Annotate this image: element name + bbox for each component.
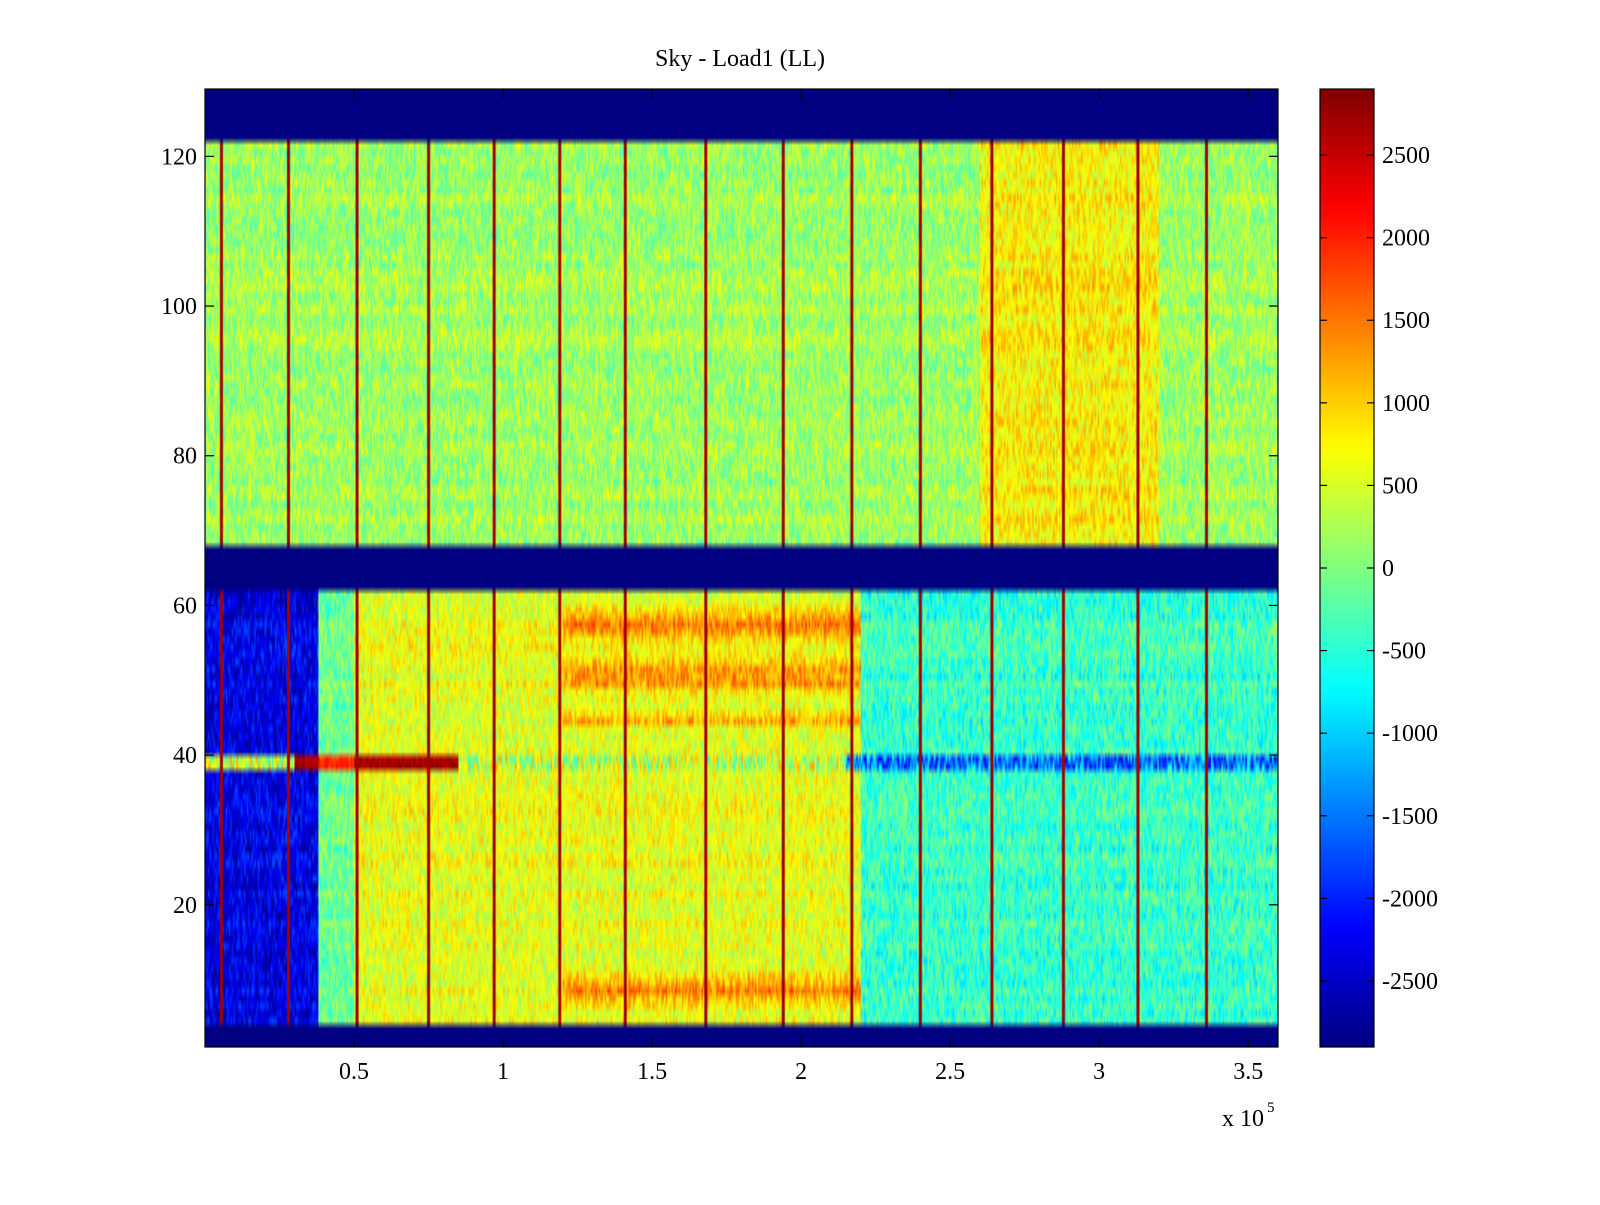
- x-multiplier: x 10 5: [1222, 1100, 1275, 1132]
- x-tick-label: 0.5: [339, 1059, 369, 1085]
- y-axis: 20 40 60 80 100 120: [161, 144, 1278, 919]
- y-tick-label: 80: [173, 444, 197, 470]
- colorbar-tick-label: 0: [1382, 556, 1394, 582]
- x-multiplier-exponent: 5: [1267, 1100, 1275, 1116]
- x-tick-label: 2: [795, 1059, 807, 1085]
- y-tick-label: 120: [161, 144, 197, 170]
- colorbar-tick-label: 1000: [1382, 391, 1430, 417]
- colorbar-tick-label: -2500: [1382, 969, 1438, 995]
- plot-frame: [204, 88, 1279, 1048]
- x-tick-label: 1: [497, 1059, 509, 1085]
- heatmap-area: 0.5 1 1.5 2 2.5 3 3.5 20 40 60 80 100 120 x 10 5: [161, 88, 1279, 1132]
- x-multiplier-label: x 10: [1222, 1106, 1264, 1132]
- heatmap-image: [205, 89, 1278, 1047]
- colorbar-tick-label: 2500: [1382, 143, 1430, 169]
- x-tick-label: 2.5: [935, 1059, 965, 1085]
- colorbar-tick-label: 500: [1382, 473, 1418, 499]
- chart-title: Sky - Load1 (LL): [655, 46, 825, 72]
- y-tick-label: 100: [161, 294, 197, 320]
- x-axis: 0.5 1 1.5 2 2.5 3 3.5: [339, 89, 1263, 1085]
- colorbar-tick-label: -500: [1382, 639, 1426, 665]
- x-tick-label: 3: [1093, 1059, 1105, 1085]
- y-tick-label: 40: [173, 743, 197, 769]
- x-tick-label: 1.5: [637, 1059, 667, 1085]
- colorbar-image: [1320, 89, 1374, 1047]
- x-tick-label: 3.5: [1233, 1059, 1263, 1085]
- colorbar-tick-label: 2000: [1382, 226, 1430, 252]
- colorbar: 2500 2000 1500 1000 500 0 -500 -1000 -1500 -2000 -…: [1319, 88, 1438, 1048]
- colorbar-tick-label: -1000: [1382, 721, 1438, 747]
- colorbar-tick-label: -2000: [1382, 886, 1438, 912]
- colorbar-ticks: 2500 2000 1500 1000 500 0 -500 -1000 -1500 -2000 -…: [1320, 143, 1438, 995]
- y-tick-label: 20: [173, 893, 197, 919]
- y-tick-label: 60: [173, 593, 197, 619]
- colorbar-tick-label: -1500: [1382, 804, 1438, 830]
- colorbar-tick-label: 1500: [1382, 308, 1430, 334]
